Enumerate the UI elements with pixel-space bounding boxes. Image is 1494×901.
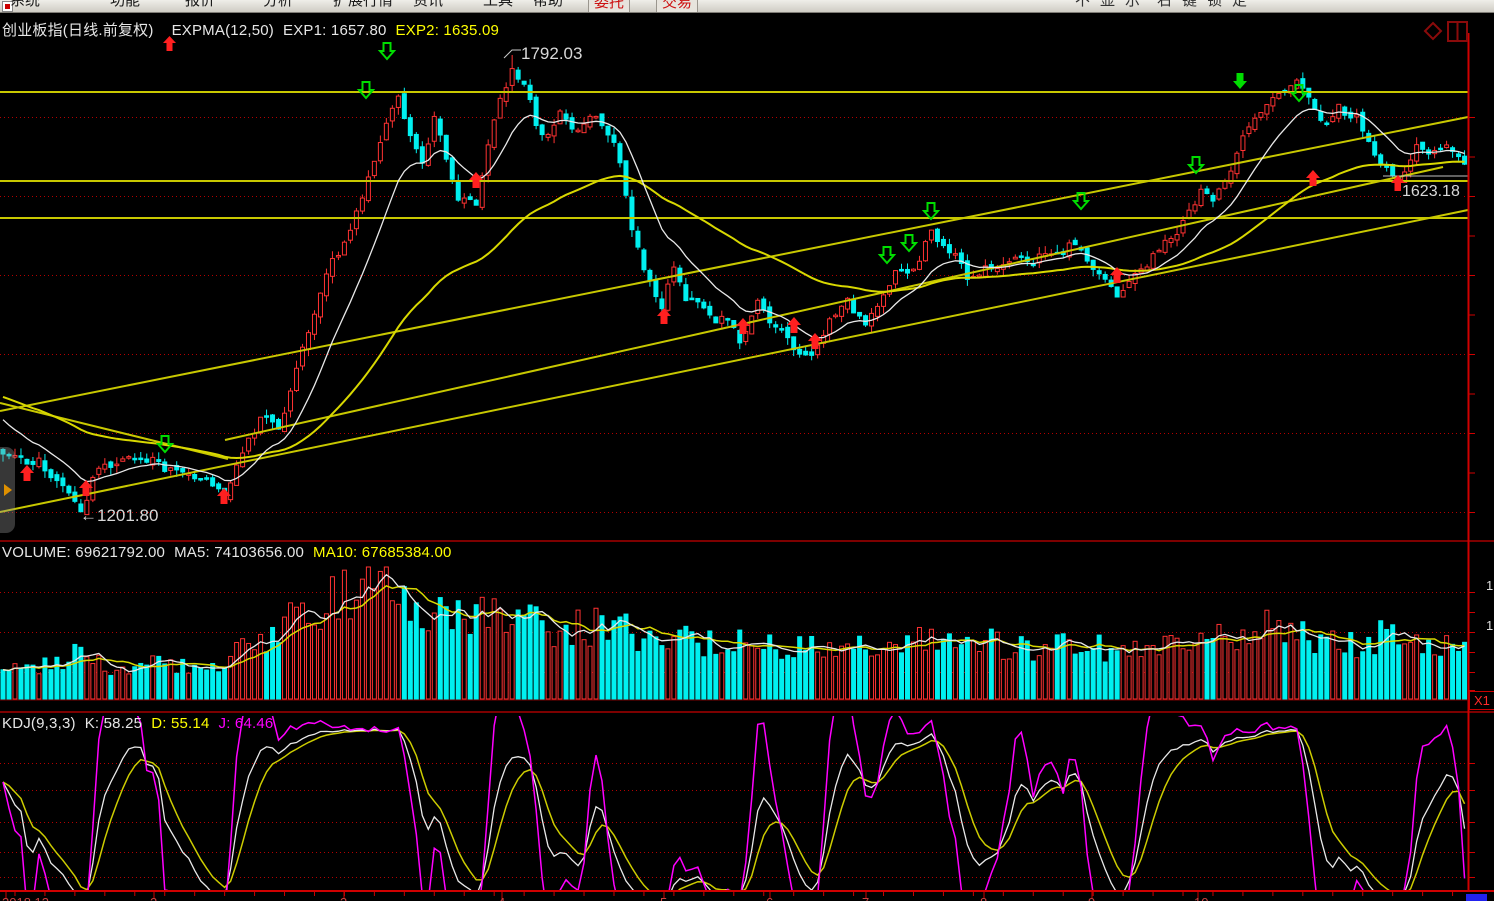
buy-signal-arrow — [1110, 267, 1124, 283]
menu-item-委托[interactable]: 委托 — [588, 0, 631, 12]
buy-signal-arrow — [736, 318, 750, 334]
menubar-status-1: 右键锁定 — [1157, 0, 1258, 9]
month-label: 8 — [980, 895, 987, 901]
month-label: 6 — [766, 895, 773, 901]
low-price-label: ←1201.80 — [80, 506, 159, 525]
expand-right-icon — [4, 484, 12, 496]
sell-signal-arrow — [1289, 84, 1309, 103]
month-label: 3 — [340, 895, 347, 901]
buy-signal-arrow — [217, 488, 231, 504]
sell-signal-arrow — [356, 81, 376, 100]
buy-signal-arrow — [657, 308, 671, 324]
month-label: 2 — [150, 895, 157, 901]
volume-scale-badge[interactable]: X1 — [1469, 691, 1494, 710]
kdj-d-value: D: 55.14 — [151, 715, 210, 732]
drawn-lines — [0, 91, 1469, 513]
volume-ma10-value: MA10: 67685384.00 — [313, 544, 452, 561]
gridlines — [0, 117, 1468, 878]
kdj-d-line — [2, 729, 1466, 891]
axis-label-partial-2: 1 — [1486, 618, 1494, 633]
candlestick-series — [0, 55, 1468, 516]
month-label: 2018.12 — [2, 895, 49, 901]
month-label: 9 — [1088, 895, 1095, 901]
menu-item-资讯[interactable]: 资讯 — [413, 0, 444, 9]
sell-signal-arrow — [155, 435, 175, 454]
rising-channel-lower[interactable] — [0, 209, 1469, 513]
sell-signal-arrow — [1233, 73, 1247, 89]
buy-signal-arrow — [20, 465, 34, 481]
last-price-label: 1623.18 — [1401, 183, 1461, 201]
exp1-value: EXP1: 1657.80 — [283, 22, 387, 39]
volume-value[interactable]: VOLUME: 69621792.00 — [2, 544, 166, 561]
menu-item-报价[interactable]: 报价 — [185, 0, 216, 9]
kdj-pane-header: KDJ(9,3,3) K: 58.25 D: 55.14 J: 64.46 — [2, 715, 282, 732]
sell-signal-arrow — [377, 42, 397, 61]
rising-trendline-mid[interactable] — [224, 166, 1444, 441]
exp1-line — [2, 108, 1465, 483]
menu-item-扩展行情[interactable]: 扩展行情 — [333, 0, 394, 9]
sell-signal-arrow — [877, 246, 897, 265]
exp2-line — [2, 160, 1465, 460]
kdj-k-value: K: 58.25 — [84, 715, 143, 732]
rising-channel-upper[interactable] — [0, 116, 1469, 412]
volume-ma5-value: MA5: 74103656.00 — [174, 544, 305, 561]
kdj-indicator-name[interactable]: KDJ(9,3,3) — [2, 715, 76, 732]
kdj-j-value: J: 64.46 — [218, 715, 274, 732]
buy-signal-arrow — [469, 172, 483, 188]
volume-pane-header: VOLUME: 69621792.00 MA5: 74103656.00 MA10:… — [2, 544, 461, 561]
menu-item-功能[interactable]: 功能 — [110, 0, 141, 9]
panel-expand-handle[interactable] — [0, 447, 15, 533]
sell-signal-arrow — [921, 202, 941, 221]
month-label: 4 — [498, 895, 505, 901]
volume-ma5-line — [2, 573, 1465, 673]
axis-label-partial-1: 1 — [1486, 578, 1494, 593]
signal-arrows — [20, 42, 1405, 504]
sell-signal-arrow — [899, 234, 919, 253]
menubar: 系统 功能 报价 分析 扩展行情 资讯 工具 帮助 委托 交易 不显示 右键锁定 — [0, 0, 1494, 13]
buy-signal-arrow — [808, 333, 822, 349]
menubar-status-0: 不显示 — [1075, 0, 1151, 9]
indicator-name[interactable]: EXPMA(12,50) — [171, 22, 275, 39]
volume-bars — [0, 566, 1468, 700]
diamond-tool-icon[interactable] — [1423, 21, 1443, 41]
scrollbar-blue-button[interactable] — [1466, 894, 1487, 901]
buy-signal-arrow — [1306, 170, 1320, 186]
app-icon — [2, 1, 13, 12]
kdj-j-line — [2, 716, 1466, 891]
month-label: 5 — [660, 895, 667, 901]
kdj-k-line — [2, 728, 1466, 891]
sell-signal-arrow — [1186, 156, 1206, 175]
high-label-hook — [503, 49, 521, 59]
menu-item-工具[interactable]: 工具 — [483, 0, 514, 9]
buy-signal-arrow — [787, 317, 801, 333]
month-label: 7 — [862, 895, 869, 901]
volume-ma10-line — [2, 584, 1465, 672]
exp2-value: EXP2: 1635.09 — [395, 22, 500, 39]
menu-item-帮助[interactable]: 帮助 — [533, 0, 564, 9]
menu-item-交易[interactable]: 交易 — [656, 0, 699, 12]
chart-title: 创业板指(日线.前复权) — [2, 22, 154, 39]
sell-signal-arrow — [1071, 192, 1091, 211]
menu-item-系统[interactable]: 系统 — [10, 0, 41, 9]
high-price-label: 1792.03 — [521, 44, 583, 63]
menu-item-分析[interactable]: 分析 — [263, 0, 294, 9]
axis-ticks — [5, 117, 1475, 899]
month-label: 10 — [1194, 895, 1208, 901]
main-pane-header: 创业板指(日线.前复权) EXPMA(12,50) EXP1: 1657.80 EXP… — [2, 19, 508, 51]
buy-signal-arrow — [79, 480, 93, 496]
